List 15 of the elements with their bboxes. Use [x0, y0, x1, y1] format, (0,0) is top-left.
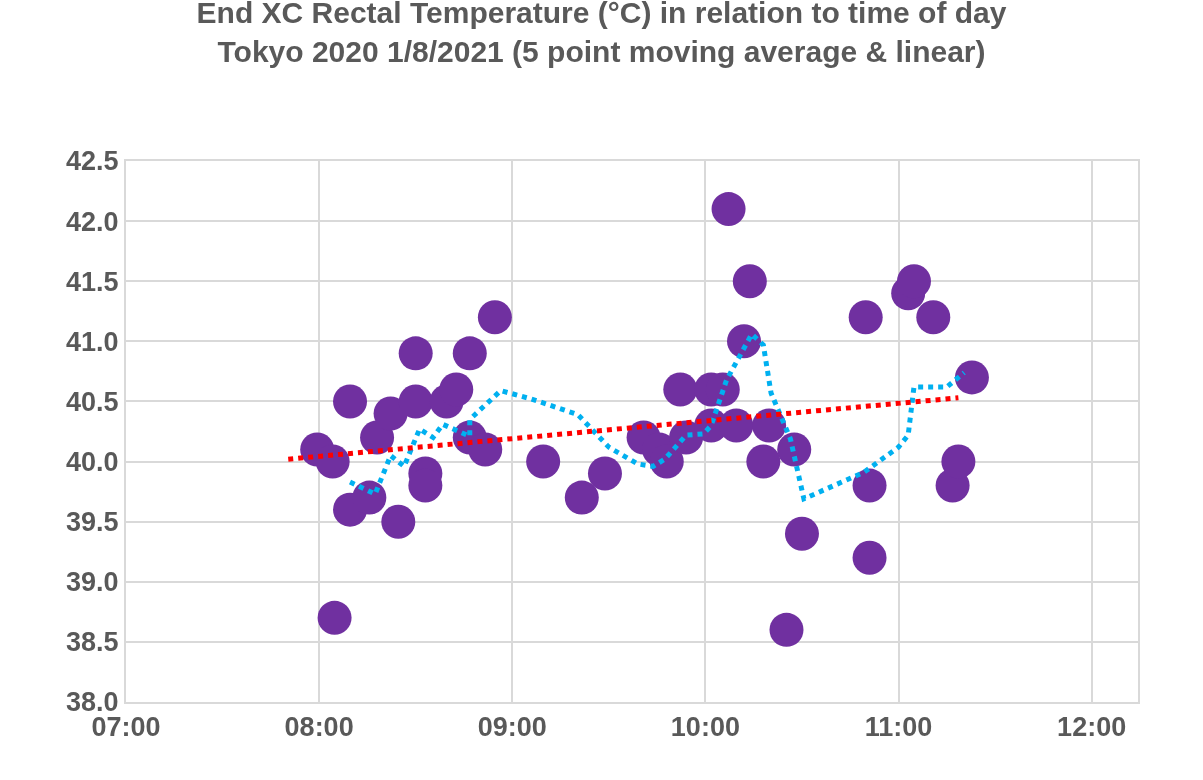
x-tick-label: 08:00 — [284, 712, 354, 743]
x-tick-label: 10:00 — [670, 712, 740, 743]
y-tick-label: 39.0 — [66, 567, 119, 598]
y-tick-label: 40.5 — [66, 386, 119, 417]
y-tick-label: 41.0 — [66, 326, 119, 357]
y-tick-label: 39.5 — [66, 507, 119, 538]
x-tick-label: 12:00 — [1057, 712, 1127, 743]
chart-title: End XC Rectal Temperature (°C) in relation to time of day Tokyo 2020 1/8/2021 (5 point moving average & linear) — [196, 0, 1007, 69]
y-tick-label: 41.5 — [66, 266, 119, 297]
y-tick-label: 42.0 — [66, 206, 119, 237]
x-tick-label: 11:00 — [864, 712, 933, 743]
y-tick-label: 38.5 — [66, 627, 119, 658]
y-tick-label: 40.0 — [66, 447, 119, 478]
y-tick-label: 42.5 — [66, 146, 119, 177]
x-tick-label: 09:00 — [477, 712, 547, 743]
